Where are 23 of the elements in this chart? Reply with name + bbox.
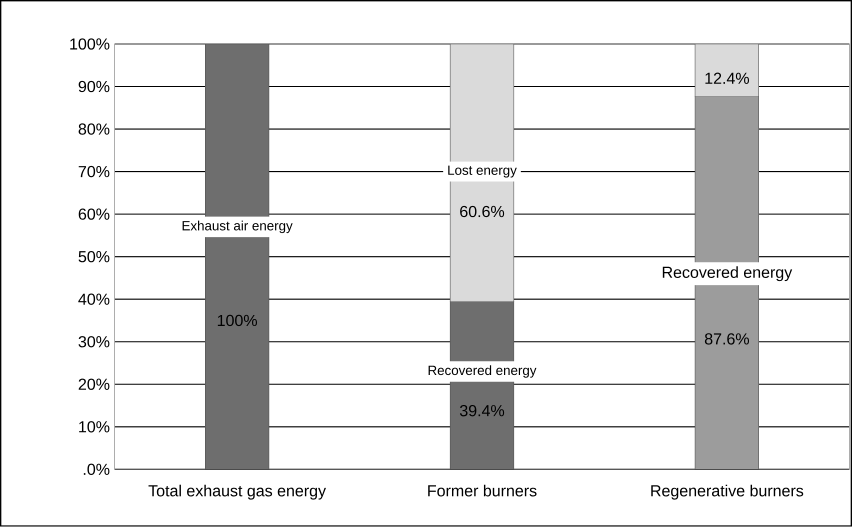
y-tick-label: 70%	[78, 166, 110, 178]
y-tick-label: 40%	[78, 294, 110, 306]
annotation: Lost energy	[448, 166, 517, 178]
data-label: 39.4%	[460, 405, 504, 416]
x-tick-label: Regenerative burners	[651, 484, 804, 500]
y-tick-label: 50%	[78, 251, 110, 262]
y-tick-label: 20%	[78, 378, 110, 390]
x-tick-label: Former burners	[428, 484, 537, 497]
x-tick-label: Total exhaust gas energy	[148, 484, 326, 500]
y-tick-label: 90%	[78, 81, 110, 92]
y-tick-label: 10%	[79, 421, 110, 433]
annotation: Exhaust air energy	[182, 220, 293, 234]
y-tick-label: 30%	[78, 336, 110, 348]
data-label: 100%	[218, 314, 257, 326]
y-tick-label: 100%	[70, 38, 110, 50]
data-label: 60.6%	[460, 206, 504, 218]
annotation: Recovered energy	[428, 365, 536, 378]
y-tick-label: 80%	[78, 124, 110, 135]
y-tick-label: .0%	[84, 464, 110, 476]
y-tick-label: 60%	[78, 208, 110, 220]
data-label: 12.4%	[705, 72, 749, 84]
annotation: Recovered energy	[662, 266, 792, 282]
data-label: 87.6%	[704, 333, 749, 345]
